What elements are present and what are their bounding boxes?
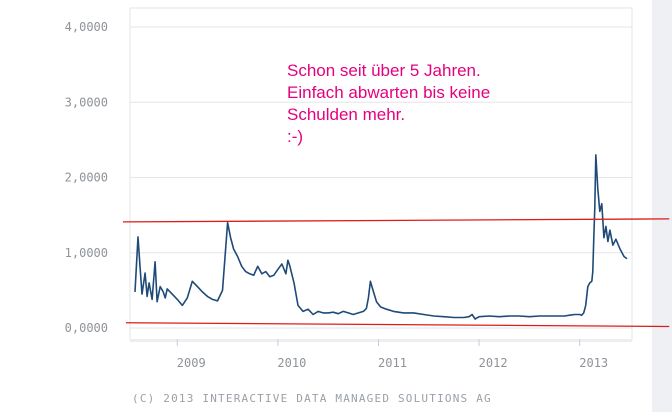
- axes: 0,0000 1,0000 2,0000 3,0000 4,0000 2009 2010 20…: [65, 20, 632, 370]
- annotation: Schon seit über 5 Jahren. Einfach abwart…: [287, 61, 490, 146]
- x-tick-label: 2010: [277, 356, 306, 370]
- x-tick-label: 2012: [479, 356, 508, 370]
- annotation-line-2: Einfach abwarten bis keine: [287, 83, 490, 102]
- y-tick-label: 3,0000: [65, 95, 108, 109]
- x-axis-band: [130, 339, 632, 342]
- right-panel: [652, 0, 672, 412]
- x-tick-label: 2013: [579, 356, 608, 370]
- y-tick-label: 0,0000: [65, 321, 108, 335]
- lower-reference-line: [125, 322, 670, 328]
- annotation-line-4: :-): [287, 127, 303, 146]
- y-tick-label: 4,0000: [65, 20, 108, 34]
- annotation-line-3: Schulden mehr.: [287, 105, 405, 124]
- x-tick-label: 2011: [378, 356, 407, 370]
- upper-reference-line: [122, 218, 670, 223]
- y-tick-label: 1,0000: [65, 246, 108, 260]
- copyright-credit: (C) 2013 INTERACTIVE DATA MANAGED SOLUTI…: [132, 392, 492, 405]
- y-tick-label: 2,0000: [65, 171, 108, 185]
- series-line: [134, 154, 628, 320]
- annotation-line-1: Schon seit über 5 Jahren.: [287, 61, 481, 80]
- x-tick-label: 2009: [177, 356, 206, 370]
- reference-lines: [122, 218, 670, 328]
- series-layer: [134, 154, 628, 320]
